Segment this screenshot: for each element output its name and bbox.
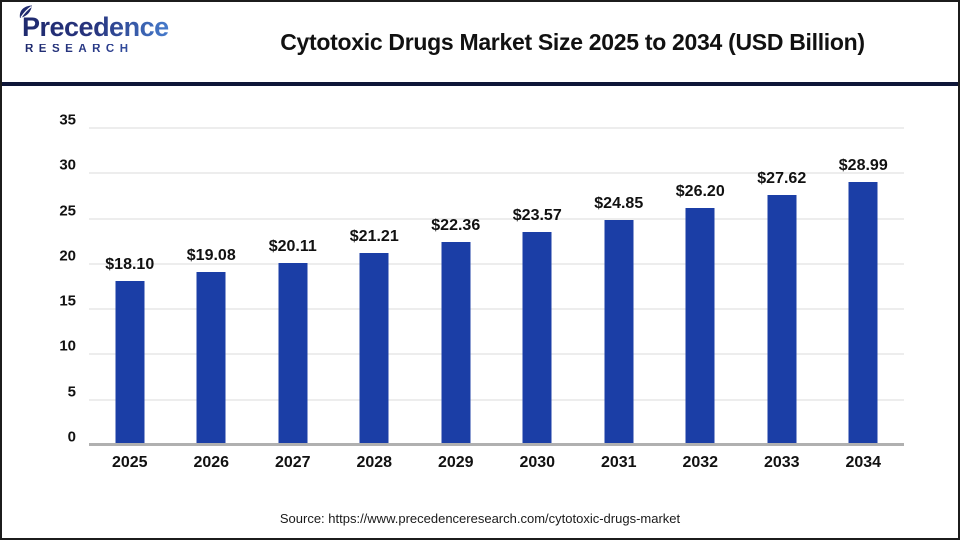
x-tick-label: 2034 — [845, 454, 882, 471]
bar-value-label: $26.20 — [675, 182, 725, 200]
source-text: Source: https://www.precedenceresearch.c… — [279, 511, 681, 526]
x-tick-label: 2033 — [763, 454, 800, 471]
gridline — [89, 308, 904, 311]
bar — [522, 231, 552, 445]
bar-value-label: $20.11 — [268, 237, 317, 255]
y-axis: 0 5 10 15 20 25 30 35 — [2, 112, 76, 446]
y-tick-label: 25 — [59, 202, 76, 220]
bar-column: $28.99 — [823, 128, 905, 445]
chart-title: Cytotoxic Drugs Market Size 2025 to 2034… — [280, 28, 865, 55]
y-tick-label: 0 — [67, 428, 76, 446]
y-tick-label: 5 — [67, 383, 76, 401]
plot-area: $18.10 $19.08 $20.11 $21.21 $22.36 $23.57 $24.… — [89, 127, 904, 446]
x-tick-label: 2026 — [193, 454, 230, 471]
header: Precedence RESEARCH Cytotoxic Drugs Mark… — [2, 2, 958, 82]
bar-column: $24.85 — [578, 128, 660, 445]
bar — [115, 281, 145, 445]
bar — [278, 262, 308, 445]
x-tick-label: 2027 — [274, 454, 311, 471]
bar — [685, 207, 715, 445]
x-tick-label: 2031 — [600, 454, 637, 471]
y-tick-label: 35 — [59, 111, 76, 129]
leaf-icon — [19, 5, 32, 18]
precedence-research-logo: Precedence RESEARCH — [19, 5, 182, 56]
bar-value-label: $21.21 — [349, 227, 399, 245]
bar-value-label: $24.85 — [594, 194, 644, 212]
y-tick-label: 15 — [59, 292, 76, 310]
bar — [441, 242, 471, 445]
x-tick-label: 2028 — [356, 454, 393, 471]
gridline — [89, 217, 904, 220]
bar-column: $19.08 — [171, 128, 253, 445]
x-axis: 2025 2026 2027 2028 2029 2030 2031 2032 2033 2034 — [89, 454, 904, 472]
y-tick-label: 10 — [59, 337, 76, 355]
bar-value-label: $22.36 — [431, 217, 481, 235]
bar-column: $26.20 — [660, 128, 742, 445]
gridline — [89, 398, 904, 401]
gridline — [89, 262, 904, 265]
y-tick-label: 30 — [59, 156, 76, 174]
bar-column: $23.57 — [497, 128, 579, 445]
x-axis-baseline — [89, 443, 904, 446]
bar-column: $21.21 — [334, 128, 416, 445]
bar-value-label: $23.57 — [512, 206, 562, 224]
x-tick-label: 2025 — [111, 454, 148, 471]
bar — [196, 272, 226, 445]
logo-subtitle: RESEARCH — [25, 43, 182, 56]
title-container: Cytotoxic Drugs Market Size 2025 to 2034… — [187, 2, 958, 82]
bar-columns: $18.10 $19.08 $20.11 $21.21 $22.36 $23.57 $24.… — [89, 128, 904, 445]
x-tick-label: 2029 — [437, 454, 474, 471]
logo-wordmark: Precedence — [22, 14, 182, 41]
bar — [848, 182, 878, 445]
header-divider — [2, 82, 958, 86]
bar-value-label: $27.62 — [757, 169, 807, 187]
bar-value-label: $28.99 — [838, 157, 888, 175]
bar — [604, 219, 634, 445]
bar-column: $18.10 — [89, 128, 171, 445]
gridline — [89, 127, 904, 129]
gridline — [89, 172, 904, 175]
bar-column: $27.62 — [741, 128, 823, 445]
gridline — [89, 353, 904, 356]
x-tick-label: 2032 — [682, 454, 719, 471]
bar-value-label: $19.08 — [186, 247, 236, 265]
x-tick-label: 2030 — [519, 454, 556, 471]
bar — [767, 194, 797, 445]
y-tick-label: 20 — [59, 247, 76, 265]
bar-value-label: $18.10 — [105, 256, 155, 274]
bar-column: $20.11 — [252, 128, 334, 445]
bar — [359, 252, 389, 445]
bar-column: $22.36 — [415, 128, 497, 445]
